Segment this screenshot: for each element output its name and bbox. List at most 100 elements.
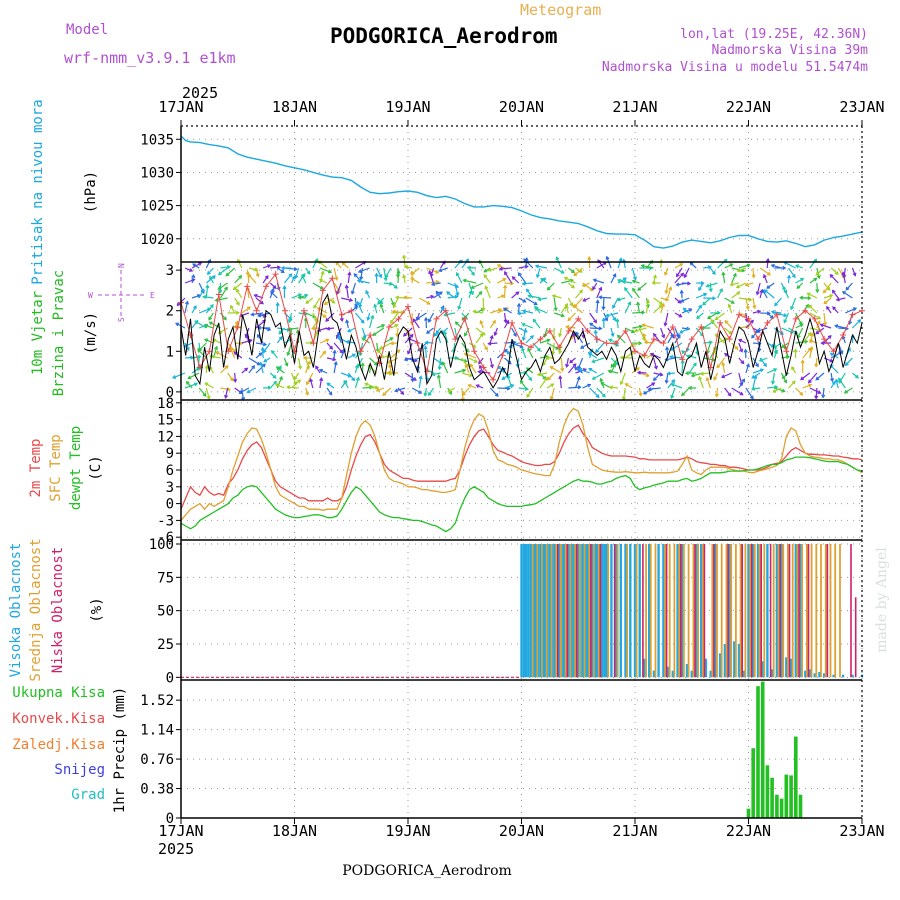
wind-arrow-head xyxy=(745,305,750,311)
wind-arrow xyxy=(766,368,777,374)
wind-arrow xyxy=(191,262,202,269)
wind-arrow xyxy=(317,327,328,332)
wind-arrow xyxy=(351,282,356,294)
x-tick-label-bottom: 17JAN xyxy=(158,822,203,840)
wind-arrow xyxy=(219,286,228,299)
wind-arrow-head xyxy=(339,349,344,354)
wind-arrow-head xyxy=(688,308,693,312)
wind-arrow xyxy=(191,274,195,284)
wind-arrow xyxy=(184,383,198,389)
wind-arrow-head xyxy=(755,363,759,368)
wind-arrow-head xyxy=(198,262,203,266)
wind-arrow xyxy=(270,291,278,299)
wind-arrow xyxy=(295,267,300,279)
wind-arrow xyxy=(698,376,704,389)
wind-arrow xyxy=(497,278,506,284)
wind-arrow-head xyxy=(773,368,778,372)
wind-arrow-head xyxy=(721,271,726,276)
y-tick-label: 1.14 xyxy=(140,723,174,739)
wind-arrow-head xyxy=(497,308,503,312)
meteogram-label: Meteogram xyxy=(520,1,601,19)
wind-arrow xyxy=(184,267,193,272)
wind-arrow xyxy=(800,372,811,380)
wind-arrow-head xyxy=(619,381,624,386)
wind-arrow-head xyxy=(817,390,822,394)
wind-arrow xyxy=(752,387,761,390)
wind-arrow-head xyxy=(218,289,223,294)
wind-arrow xyxy=(305,361,311,374)
wind-gust-marker xyxy=(632,348,638,355)
wind-arrow xyxy=(816,282,818,293)
wind-arrow-head xyxy=(560,367,565,372)
wind-arrow-head xyxy=(215,351,220,356)
wind-arrow xyxy=(220,312,227,320)
wind-arrow-head xyxy=(487,341,492,346)
wind-arrow-head xyxy=(428,318,432,323)
wind-arrow-head xyxy=(579,289,583,294)
wind-arrow-head xyxy=(370,314,375,319)
wind-arrow xyxy=(731,273,737,284)
wind-arrow-head xyxy=(786,274,792,279)
wind-arrow-head xyxy=(659,301,664,305)
wind-arrow-head xyxy=(388,363,393,368)
wind-arrow xyxy=(795,387,803,396)
wind-arrow xyxy=(738,264,750,269)
wind-arrow xyxy=(815,387,818,399)
wind-arrow xyxy=(197,349,207,359)
cloud-unit-label: (%) xyxy=(89,597,105,622)
credit-text: made by Angel xyxy=(874,547,890,653)
wind-arrow xyxy=(823,282,832,294)
wind-arrow xyxy=(372,327,385,336)
wind-gust-marker xyxy=(471,348,478,355)
wind-arrow xyxy=(632,288,640,299)
wind-arrow-head xyxy=(503,284,508,289)
y-tick-label: 0 xyxy=(166,497,174,513)
wind-arrow-head xyxy=(827,334,832,339)
wind-arrow xyxy=(695,293,707,299)
wind-arrow xyxy=(341,297,353,302)
wind-arrow xyxy=(815,357,818,367)
wind-arrow-head xyxy=(410,378,415,383)
wind-arrow-head xyxy=(741,378,746,383)
wind-arrow xyxy=(845,307,857,314)
wind-arrow xyxy=(233,282,243,290)
wind-arrow xyxy=(482,342,488,350)
wind-arrow xyxy=(483,267,491,273)
wind-gust-marker xyxy=(565,328,572,334)
wind-arrow-head xyxy=(570,284,575,289)
wind-arrow-head xyxy=(591,359,596,364)
wind-arrow xyxy=(608,370,619,374)
wind-arrow-head xyxy=(301,273,305,279)
wind-arrow-head xyxy=(636,370,641,375)
legend-hail: Grad xyxy=(71,787,105,803)
wind-arrow-head xyxy=(547,376,551,381)
wind-arrow-head xyxy=(555,256,560,261)
wind-arrow-head xyxy=(415,316,420,320)
wind-arrow xyxy=(369,357,378,366)
wind-arrow xyxy=(525,372,532,381)
wind-arrow xyxy=(357,301,364,314)
wind-arrow-head xyxy=(565,363,570,369)
wind-arrow xyxy=(752,297,756,309)
wind-arrow-head xyxy=(676,273,680,278)
wind-arrow xyxy=(763,274,768,284)
wind-arrow-head xyxy=(248,338,253,343)
wind-arrow xyxy=(645,300,649,314)
wind-arrow xyxy=(572,304,583,314)
wind-arrow-head xyxy=(521,336,526,342)
wind-arrow-head xyxy=(782,285,787,290)
wind-arrow xyxy=(782,286,790,299)
wind-arrow-head xyxy=(730,300,735,304)
wind-arrow-head xyxy=(275,301,280,306)
wind-arrow-head xyxy=(246,389,251,394)
wind-arrow-head xyxy=(291,275,296,280)
wind-arrow-head xyxy=(233,325,238,330)
wind-gust-marker xyxy=(669,323,676,330)
wind-arrow xyxy=(255,319,266,329)
wind-gust-marker xyxy=(736,311,743,318)
wind-arrow-head xyxy=(455,271,460,277)
wind-arrow-head xyxy=(598,326,603,331)
wind-arrow xyxy=(603,312,608,321)
wind-arrow-head xyxy=(462,368,467,373)
wind-arrow xyxy=(520,380,527,389)
